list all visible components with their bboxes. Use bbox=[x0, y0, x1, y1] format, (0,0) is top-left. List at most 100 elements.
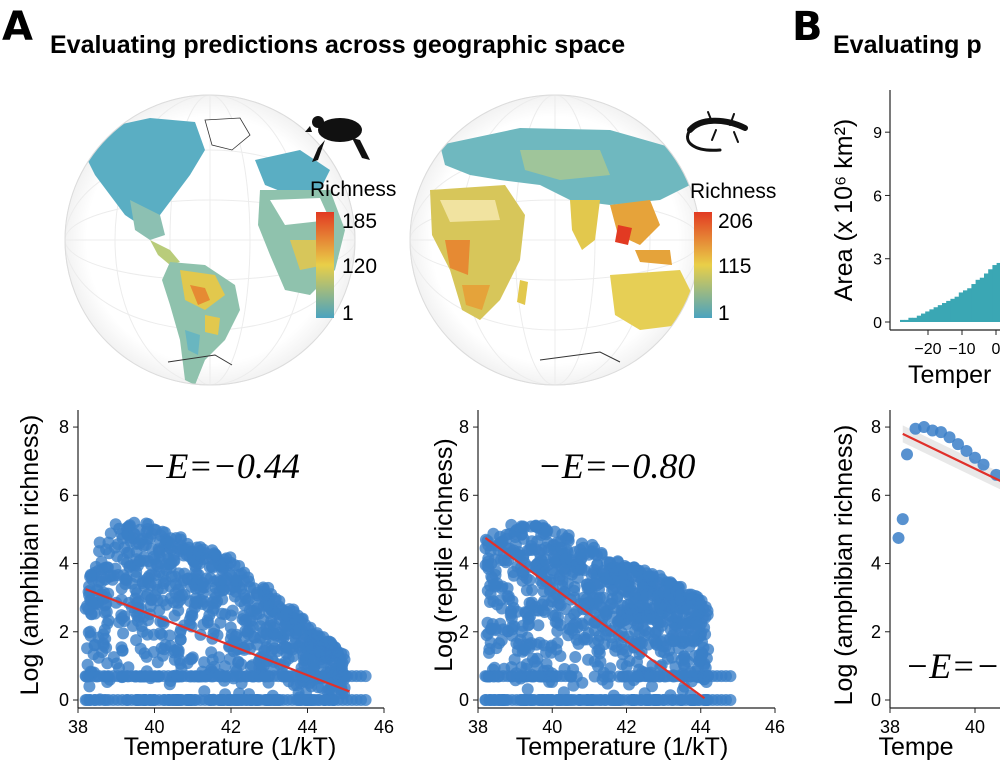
data-point bbox=[313, 645, 326, 658]
y-tick-label: 6 bbox=[873, 188, 882, 205]
data-point bbox=[206, 596, 219, 609]
data-point bbox=[147, 646, 160, 658]
legend-min: 1 bbox=[718, 302, 730, 325]
data-point bbox=[165, 570, 178, 583]
data-point bbox=[669, 622, 682, 635]
data-point bbox=[547, 551, 560, 564]
data-point bbox=[262, 581, 275, 594]
data-point bbox=[673, 588, 686, 601]
data-point bbox=[243, 614, 256, 627]
data-point bbox=[522, 612, 535, 625]
lizard-icon bbox=[686, 111, 748, 152]
data-point bbox=[335, 659, 348, 672]
data-point bbox=[628, 599, 641, 612]
histogram-bar bbox=[929, 309, 934, 322]
data-point bbox=[611, 615, 624, 628]
data-point bbox=[576, 676, 589, 689]
data-point bbox=[280, 641, 293, 654]
panel-b-title: Evaluating p bbox=[833, 31, 982, 59]
x-tick-label: 44 bbox=[297, 717, 317, 737]
data-point bbox=[481, 535, 494, 547]
data-point bbox=[672, 642, 685, 655]
data-point bbox=[530, 638, 543, 651]
data-point bbox=[199, 547, 212, 560]
legend-mid: 120 bbox=[342, 255, 377, 278]
data-point bbox=[960, 444, 973, 457]
data-point bbox=[155, 628, 168, 641]
data-point bbox=[224, 551, 237, 564]
histogram-bar bbox=[971, 284, 976, 322]
data-point bbox=[631, 564, 644, 577]
data-point bbox=[583, 596, 595, 609]
scatter-amphibian-b: 0 2 4 6 8 38 40 Tempe Log (amphibian richness) −E… bbox=[830, 410, 1000, 761]
data-point bbox=[213, 651, 226, 664]
data-point bbox=[185, 652, 198, 665]
data-point bbox=[197, 618, 210, 631]
x-axis-label: Temper bbox=[908, 361, 991, 389]
y-tick-label: 3 bbox=[873, 252, 882, 269]
data-points bbox=[479, 518, 737, 706]
slope-annotation: −E=−0.44 bbox=[142, 446, 300, 486]
data-point bbox=[495, 634, 508, 647]
x-tick-label: 38 bbox=[68, 717, 88, 737]
histogram-bar bbox=[979, 277, 985, 322]
data-point bbox=[588, 670, 601, 683]
data-point bbox=[520, 584, 533, 597]
data-point bbox=[597, 568, 610, 581]
histogram-bar bbox=[975, 279, 981, 322]
histogram-bar bbox=[933, 307, 939, 322]
histogram-bar bbox=[963, 290, 968, 322]
data-point bbox=[550, 643, 563, 656]
data-point bbox=[153, 546, 166, 559]
x-tick-label: 46 bbox=[765, 717, 785, 737]
data-point bbox=[228, 590, 241, 603]
data-point bbox=[173, 590, 186, 603]
data-point bbox=[516, 565, 529, 578]
y-tick-label: 2 bbox=[871, 622, 881, 642]
data-point bbox=[603, 556, 616, 569]
data-point bbox=[724, 694, 737, 706]
data-point bbox=[617, 648, 629, 661]
data-point bbox=[489, 580, 501, 593]
data-point bbox=[508, 653, 521, 666]
data-points bbox=[892, 421, 1000, 544]
x-tick-label: −20 bbox=[914, 341, 941, 358]
histogram-bar bbox=[921, 313, 926, 322]
data-point bbox=[307, 633, 320, 646]
data-point bbox=[123, 560, 136, 573]
data-point bbox=[113, 522, 126, 535]
data-point bbox=[564, 612, 577, 625]
y-axis-label: Log (reptile richness) bbox=[430, 438, 458, 671]
histogram-bar bbox=[988, 269, 993, 322]
histogram-bar bbox=[946, 300, 951, 322]
richness-map-reptile bbox=[430, 128, 695, 330]
data-point bbox=[122, 527, 135, 540]
data-point bbox=[290, 679, 303, 692]
data-point bbox=[267, 618, 280, 631]
data-point bbox=[140, 517, 153, 530]
globe-old-world bbox=[409, 94, 701, 386]
data-point bbox=[646, 680, 658, 693]
data-point bbox=[293, 641, 306, 654]
data-point bbox=[93, 536, 106, 549]
data-point bbox=[140, 526, 153, 538]
legend-max: 185 bbox=[342, 210, 377, 233]
data-point bbox=[359, 670, 372, 683]
x-tick-label: 40 bbox=[542, 717, 562, 737]
data-point bbox=[896, 513, 909, 526]
data-point bbox=[506, 623, 519, 636]
y-tick-label: 0 bbox=[59, 690, 69, 710]
panel-a-title: Evaluating predictions across geographic… bbox=[50, 31, 625, 59]
antarctica-outline bbox=[539, 351, 621, 363]
histogram-bar bbox=[937, 305, 943, 322]
data-point bbox=[633, 648, 646, 660]
histogram-bar bbox=[925, 311, 930, 322]
data-point bbox=[655, 619, 668, 632]
data-point bbox=[588, 577, 601, 590]
color-scale-bar bbox=[316, 212, 334, 318]
data-point bbox=[701, 608, 714, 621]
data-point bbox=[517, 532, 530, 545]
data-point bbox=[525, 599, 538, 612]
y-tick-label: 0 bbox=[871, 690, 881, 710]
